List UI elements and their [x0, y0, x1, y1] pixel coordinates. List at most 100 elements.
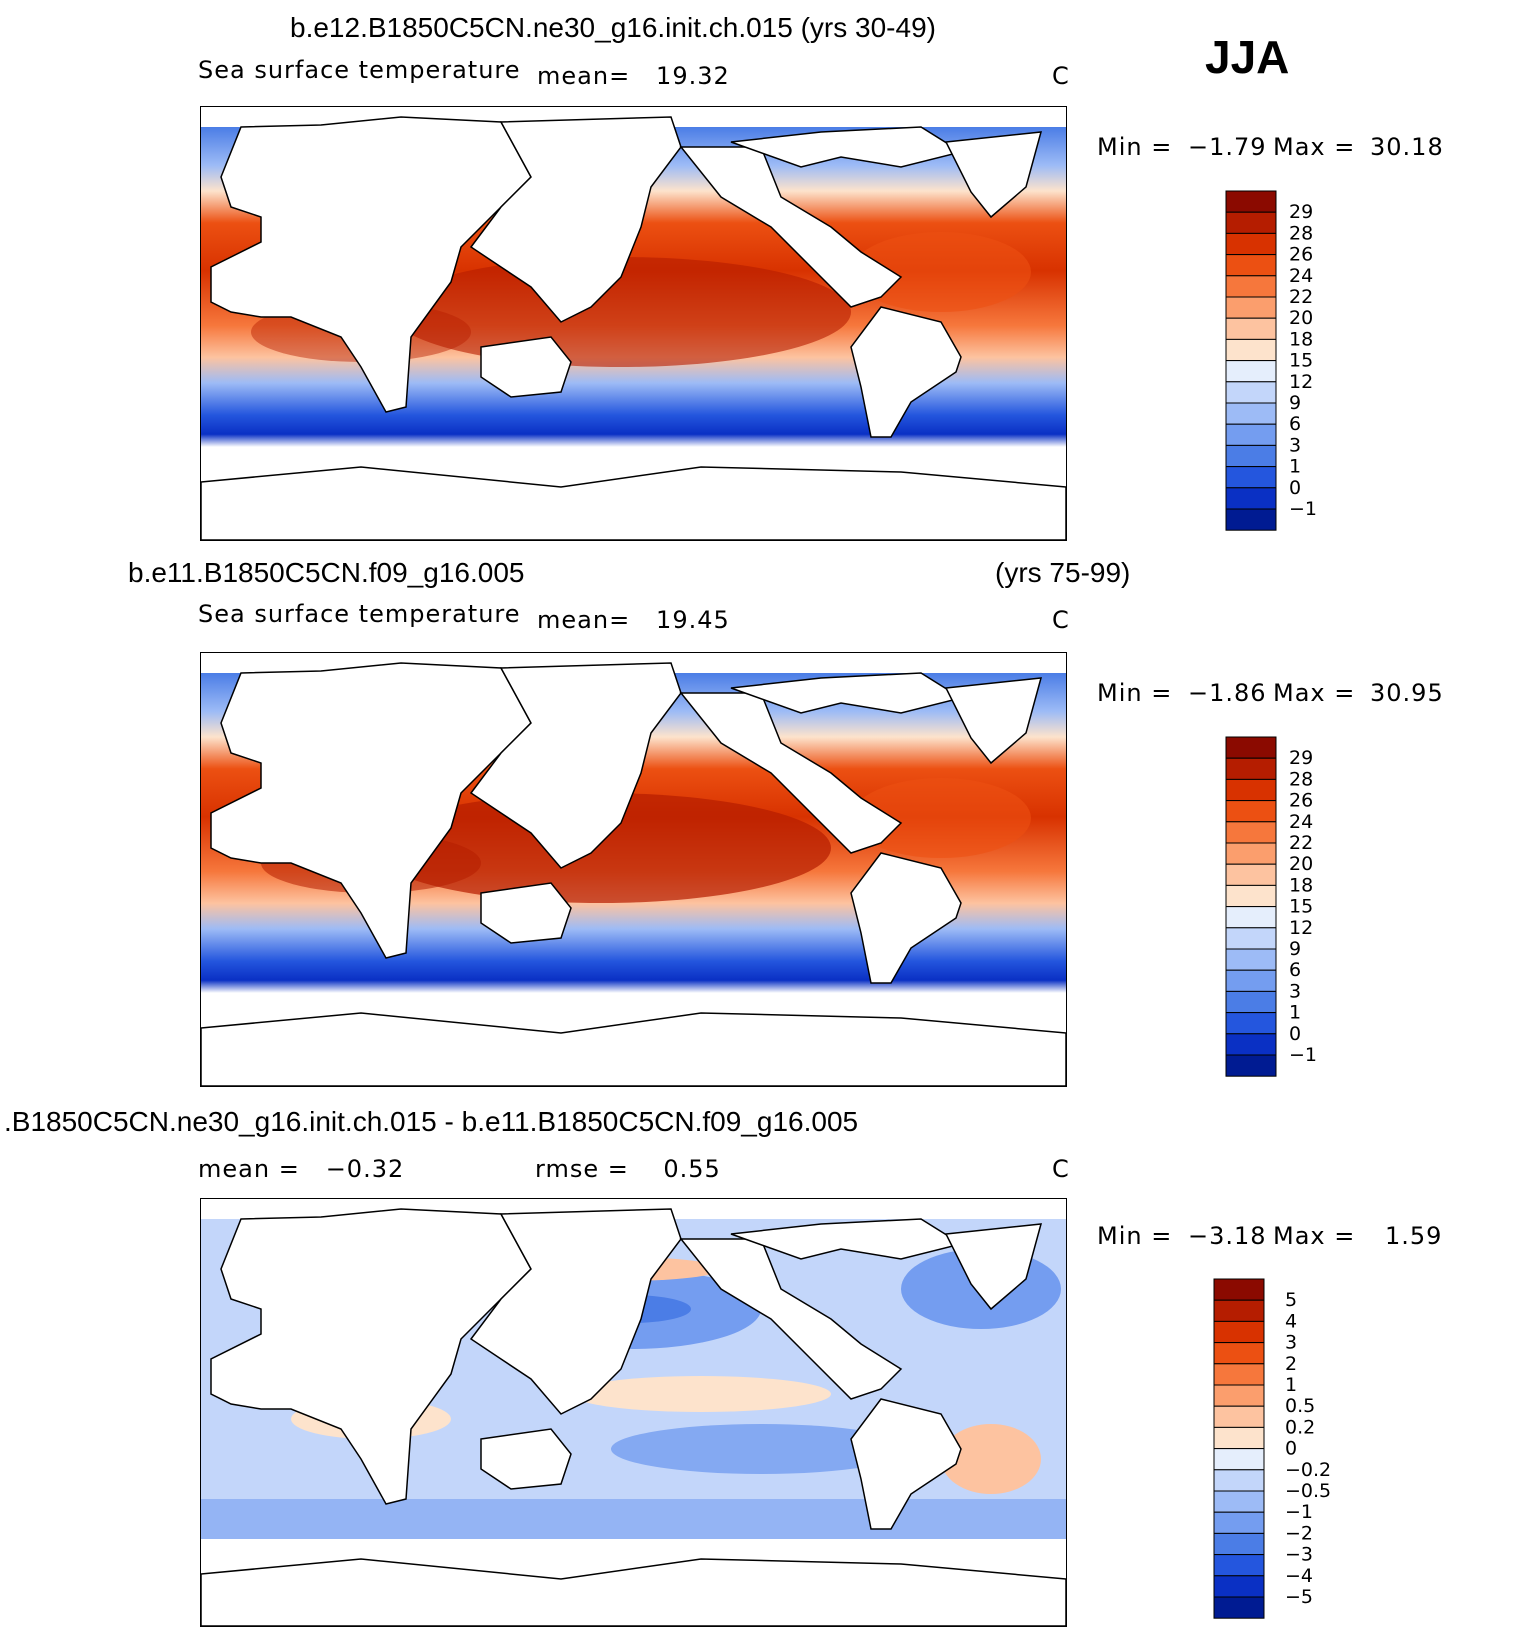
colorbar-tick-label: 1 [1289, 456, 1301, 478]
colorbar-swatch [1213, 1596, 1265, 1619]
colorbar-swatch [1225, 423, 1277, 446]
colorbar-tick-label: 6 [1289, 413, 1301, 435]
colorbar-tick-label: −0.5 [1285, 1480, 1331, 1502]
panel3-colorbar: 5 4 3 2 1 0.5 0.2 0 −0.2 −0.5 −1 −2 −3 −4 −5 [1213, 1278, 1335, 1619]
colorbar-swatch [1225, 778, 1277, 802]
colorbar-tick-label: 22 [1289, 832, 1313, 854]
panel2-sst-map [200, 652, 1067, 1087]
panel3-units: C [1052, 1155, 1070, 1183]
colorbar-swatch [1225, 190, 1277, 213]
panel1-max-value: 30.18 [1370, 133, 1444, 161]
colorbar-tick-label: 0.5 [1285, 1395, 1315, 1417]
colorbar-tick-label: 24 [1289, 265, 1313, 287]
colorbar-swatch [1213, 1511, 1265, 1534]
panel2-field-label: Sea surface temperature [198, 600, 521, 628]
colorbar-tick-label: −1 [1285, 1501, 1313, 1523]
colorbar-tick-label: 20 [1289, 853, 1313, 875]
panel2-max-label: Max = [1273, 679, 1356, 707]
colorbar-tick-label: 2 [1285, 1353, 1297, 1375]
colorbar-swatch [1225, 444, 1277, 468]
panel1-map-graphic [201, 116, 1066, 540]
colorbar-swatch [1225, 487, 1277, 510]
panel1-colorbar: 29 28 26 24 22 20 18 15 12 9 6 3 1 0 −1 [1225, 190, 1335, 531]
colorbar-tick-label: 24 [1289, 811, 1313, 833]
colorbar-tick-label: −2 [1285, 1522, 1313, 1544]
colorbar-swatch [1225, 381, 1277, 404]
colorbar-swatch [1225, 211, 1277, 234]
colorbar-tick-label: 15 [1289, 350, 1313, 372]
season-label: JJA [1205, 31, 1290, 83]
colorbar-swatch [1213, 1405, 1265, 1428]
colorbar-swatch [1225, 254, 1277, 277]
colorbar-swatch [1213, 1278, 1265, 1301]
colorbar-tick-label: 0 [1285, 1438, 1297, 1460]
colorbar-swatch [1213, 1532, 1265, 1556]
colorbar-swatch [1225, 736, 1277, 759]
colorbar-swatch [1213, 1299, 1265, 1322]
panel1-min-value: −1.79 [1188, 133, 1267, 161]
colorbar-swatch [1225, 402, 1277, 425]
colorbar-tick-label: 15 [1289, 896, 1313, 918]
panel3-title: .B1850C5CN.ne30_g16.init.ch.015 - b.e11.… [4, 1106, 859, 1137]
colorbar-swatch [1213, 1490, 1265, 1513]
colorbar-tick-label: 28 [1289, 222, 1313, 244]
colorbar-swatch [1225, 1012, 1277, 1035]
panel3-mean: mean = −0.32 [198, 1155, 405, 1183]
colorbar-tick-label: −5 [1285, 1586, 1313, 1608]
colorbar-swatch [1225, 969, 1277, 992]
colorbar-tick-label: 12 [1289, 917, 1313, 939]
colorbar-swatch [1225, 275, 1277, 298]
panel1-max-label: Max = [1273, 133, 1356, 161]
panel3-map-graphic [201, 1208, 1066, 1626]
colorbar-swatch [1225, 884, 1277, 908]
colorbar-tick-label: 28 [1289, 768, 1313, 790]
colorbar-tick-label: 1 [1289, 1002, 1301, 1024]
colorbar-tick-label: −0.2 [1285, 1459, 1331, 1481]
panel3-min-value: −3.18 [1188, 1222, 1267, 1250]
colorbar-tick-label: 0 [1289, 477, 1301, 499]
colorbar-tick-label: 0 [1289, 1023, 1301, 1045]
panel2-units: C [1052, 606, 1070, 634]
colorbar-swatch [1225, 360, 1277, 383]
colorbar-swatch [1225, 508, 1277, 531]
colorbar-swatch [1213, 1448, 1265, 1471]
colorbar-tick-label: −3 [1285, 1544, 1313, 1566]
colorbar-tick-label: 29 [1289, 747, 1313, 769]
colorbar-tick-label: 5 [1285, 1289, 1297, 1311]
colorbar-tick-label: 29 [1289, 201, 1313, 223]
colorbar-tick-label: 9 [1289, 392, 1301, 414]
colorbar-tick-label: −4 [1285, 1565, 1313, 1587]
colorbar-swatch [1213, 1363, 1265, 1386]
colorbar-tick-label: 0.2 [1285, 1416, 1315, 1438]
panel1-sst-map [200, 106, 1067, 541]
colorbar-tick-label: 18 [1289, 874, 1313, 896]
panel2-min-value: −1.86 [1188, 679, 1267, 707]
panel2-map-graphic [201, 662, 1066, 1086]
panel2-min-label: Min = [1097, 679, 1173, 707]
panel2-max-value: 30.95 [1370, 679, 1444, 707]
colorbar-swatch [1213, 1342, 1265, 1365]
panel1-units: C [1052, 62, 1070, 90]
colorbar-tick-label: 3 [1289, 980, 1301, 1002]
colorbar-swatch [1225, 990, 1277, 1014]
colorbar-swatch [1225, 906, 1277, 929]
colorbar-tick-label: −1 [1289, 498, 1317, 520]
colorbar-swatch [1225, 317, 1277, 340]
panel3-rmse: rmse = 0.55 [535, 1155, 721, 1183]
colorbar-tick-label: 26 [1289, 244, 1313, 266]
colorbar-swatch [1213, 1554, 1265, 1577]
panel3-difference-map [200, 1198, 1067, 1627]
colorbar-swatch [1213, 1384, 1265, 1407]
colorbar-swatch [1213, 1320, 1265, 1344]
colorbar-swatch [1225, 1033, 1277, 1056]
panel1-title: b.e12.B1850C5CN.ne30_g16.init.ch.015 (yr… [290, 12, 936, 43]
panel2-mean: mean= 19.45 [537, 606, 730, 634]
colorbar-swatch [1213, 1469, 1265, 1492]
colorbar-swatch [1225, 948, 1277, 971]
colorbar-swatch [1225, 821, 1277, 844]
panel1-mean: mean= 19.32 [537, 62, 730, 90]
colorbar-swatch [1225, 232, 1277, 256]
colorbar-tick-label: 3 [1285, 1332, 1297, 1354]
